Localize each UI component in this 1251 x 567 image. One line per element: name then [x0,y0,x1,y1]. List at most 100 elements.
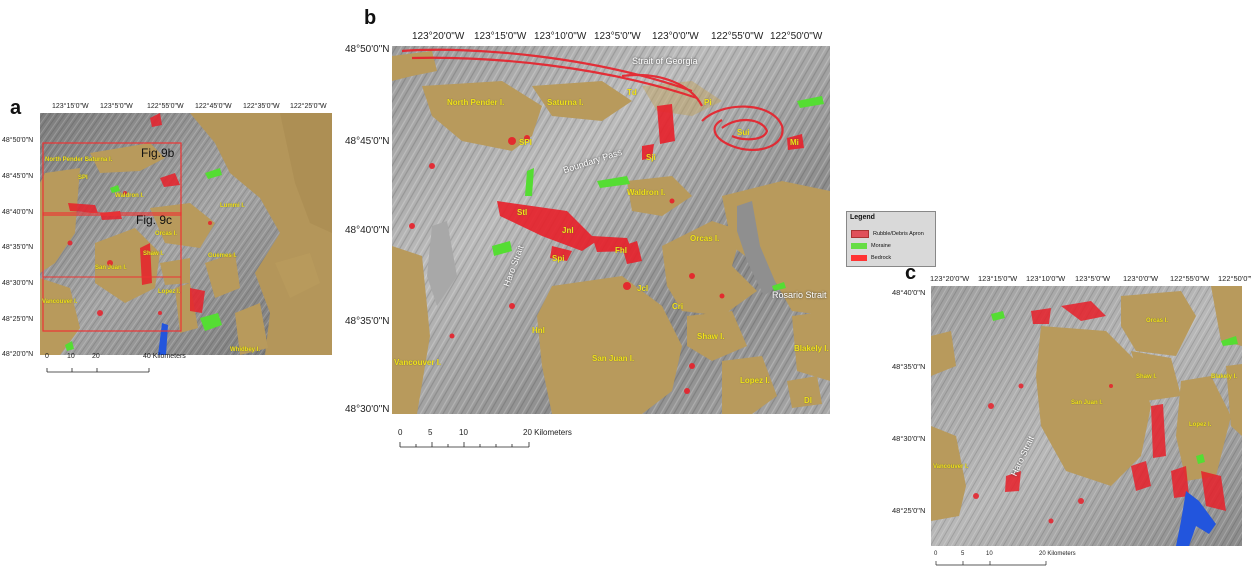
b-label-spi2: Spi [552,254,565,263]
legend-item-bedrock: Bedrock [851,253,891,262]
c-top-tick-1: 123°15'0"W [978,274,1018,283]
legend-label-rubble: Rubble/Debris Apron [873,230,924,237]
a-left-tick-2: 48°40'0"N [2,209,34,216]
b-left-tick-2: 48°40'0"N [345,225,390,236]
b-label-fhl: Fhl [615,246,627,255]
b-left-tick-4: 48°30'0"N [345,404,390,415]
b-scale-10: 10 [459,428,468,437]
b-top-tick-3: 123°5'0"W [594,31,641,42]
c-scale-0: 0 [934,551,938,557]
a-top-tick-2: 122°55'0"W [147,103,184,110]
c-top-tick-3: 123°5'0"W [1075,274,1111,283]
panel-b-map: Strait of Georgia Boundary Pass Haro Str… [392,46,830,414]
b-label-td: Td [627,88,637,97]
panel-a-map: Fig.9b Fig. 9c North Pender I. Saturna I… [40,113,332,355]
map-legend: Legend Rubble/Debris Apron Moraine Bedro… [846,211,936,267]
c-scale-20: 20 Kilometers [1039,551,1076,557]
a-top-tick-4: 122°35'0"W [243,103,280,110]
b-label-north-pender: North Pender I. [447,98,505,107]
a-label-orcas: Orcas I. [155,231,178,237]
c-label-san-juan: San Juan I. [1071,400,1103,406]
a-label-lummi: Lummi I. [220,203,245,209]
legend-item-rubble: Rubble/Debris Apron [851,229,924,238]
c-label-orcas: Orcas I. [1146,318,1169,324]
c-left-tick-1: 48°35'0"N [892,362,926,371]
b-label-orcas: Orcas I. [690,234,720,243]
b-water-strait-of-georgia: Strait of Georgia [632,56,698,66]
panel-a-scalebar-graphic [46,368,150,373]
c-top-tick-0: 123°20'0"W [930,274,970,283]
legend-title: Legend [850,214,875,221]
legend-item-moraine: Moraine [851,241,891,250]
a-left-tick-1: 48°45'0"N [2,173,34,180]
c-top-tick-5: 122°55'0"W [1170,274,1210,283]
a-scale-20: 20 [92,353,100,360]
panel-b-scalebar-graphic [399,442,530,448]
b-left-tick-1: 48°45'0"N [345,136,390,147]
a-left-tick-3: 48°35'0"N [2,244,34,251]
b-water-rosario-strait: Rosario Strait [772,290,827,300]
b-label-saturna: Saturna I. [547,98,584,107]
b-label-san-juan: San Juan I. [592,354,635,363]
panel-c-scalebar: 0 5 10 20 Kilometers [934,551,1076,567]
a-top-tick-1: 123°5'0"W [100,103,133,110]
b-label-lopez: Lopez I. [740,376,770,385]
a-label-saturna: Saturna I. [85,157,113,163]
panel-a-letter: a [10,97,22,119]
a-label-guemes: Guemes I. [208,253,237,259]
a-scale-40: 40 Kilometers [143,353,186,360]
c-left-tick-2: 48°30'0"N [892,434,926,443]
b-scale-0: 0 [398,428,403,437]
a-left-tick-5: 48°25'0"N [2,316,34,323]
c-top-tick-6: 122°50'0"W [1218,274,1251,283]
b-label-stl: Stl [517,208,528,217]
b-label-blakely: Blakely I. [794,344,829,353]
a-label-north-pender: North Pender I. [45,157,89,163]
fig-9c-label: Fig. 9c [136,213,173,227]
b-top-tick-6: 122°50'0"W [770,31,823,42]
b-label-vancouver: Vancouver I. [394,358,442,367]
panel-c-scalebar-graphic [935,561,1047,566]
panel-c-letter: c [905,262,917,284]
a-top-tick-0: 123°15'0"W [52,103,89,110]
fig-9b-label: Fig.9b [141,146,175,160]
a-label-san-juan: San Juan I. [95,265,127,271]
b-top-tick-2: 123°10'0"W [534,31,587,42]
a-label-whidbey: Whidbey I. [230,347,260,353]
b-label-spl: SPI [519,138,532,147]
c-left-tick-3: 48°25'0"N [892,506,926,515]
b-label-sui: Sui [737,128,750,137]
b-label-pi: Pi [704,98,712,107]
b-label-jcl: Jcl [637,284,649,293]
b-label-cri: Cri [672,302,684,311]
a-label-vancouver: Vancouver I. [42,299,78,305]
b-left-tick-0: 48°50'0"N [345,44,390,55]
b-top-tick-4: 123°0'0"W [652,31,699,42]
a-top-tick-5: 122°25'0"W [290,103,327,110]
b-label-mi: Mi [790,138,799,147]
legend-label-moraine: Moraine [871,242,891,249]
panel-c-map: Haro Strait Orcas I. Shaw I. San Juan I.… [931,286,1242,546]
c-scale-10: 10 [986,551,993,557]
b-label-dl: Dl [804,396,812,405]
panel-a-map-graphic [40,113,332,355]
c-label-lopez: Lopez I. [1189,422,1212,428]
a-label-spi: SPI [78,175,88,181]
b-scale-5: 5 [428,428,433,437]
b-label-waldron: Waldron I. [627,188,666,197]
legend-swatch-moraine [851,242,867,249]
c-label-vancouver: Vancouver I. [933,464,969,470]
b-label-jnl: Jnl [562,226,574,235]
a-label-lopez: Lopez I. [158,289,181,295]
a-label-shaw: Shaw I. [143,251,164,257]
b-label-sji: Sji [646,153,656,162]
b-label-shaw: Shaw I. [697,332,725,341]
c-top-tick-2: 123°10'0"W [1026,274,1066,283]
b-label-hnl: Hnl [532,326,545,335]
panel-b-scalebar: 0 5 10 20 Kilometers [398,428,578,452]
legend-label-bedrock: Bedrock [871,254,892,261]
c-label-blakely: Blakely I. [1211,374,1238,380]
b-scale-20: 20 Kilometers [523,428,572,437]
panel-b-letter: b [364,7,377,29]
c-top-tick-4: 123°0'0"W [1123,274,1159,283]
